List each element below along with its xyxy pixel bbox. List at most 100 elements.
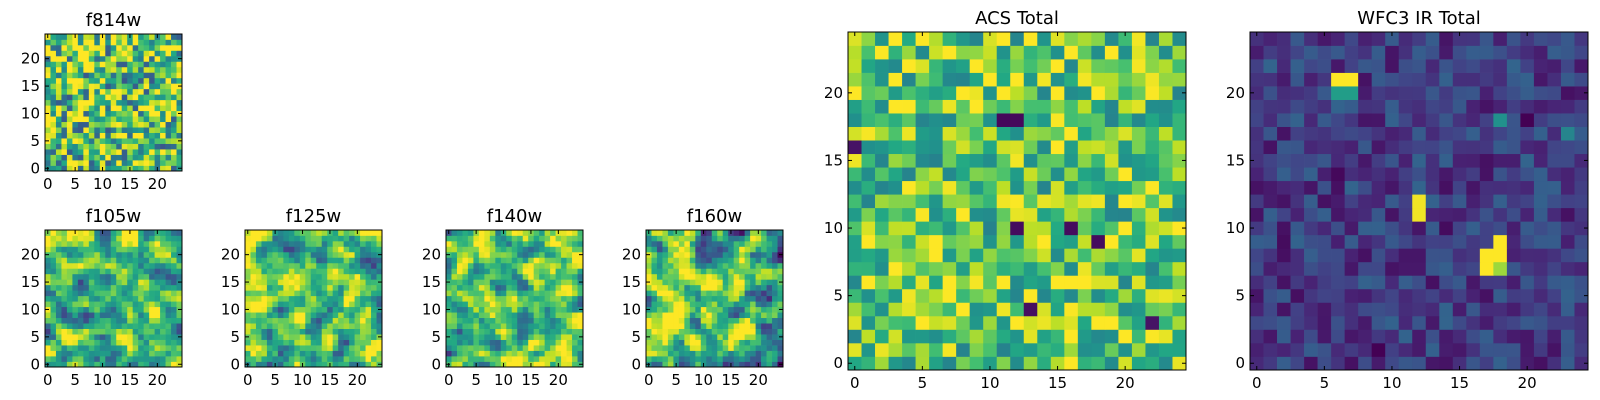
heatmap-cell bbox=[165, 165, 172, 172]
heatmap-cell bbox=[689, 350, 696, 357]
heatmap-cell bbox=[132, 257, 139, 264]
heatmap-cell bbox=[138, 77, 144, 84]
heatmap-cell bbox=[1131, 99, 1146, 114]
heatmap-cell bbox=[1077, 153, 1092, 168]
heatmap-cell bbox=[83, 334, 90, 340]
heatmap-cell bbox=[744, 361, 751, 368]
heatmap-cell bbox=[761, 323, 767, 329]
heatmap-cell bbox=[165, 50, 172, 57]
heatmap-cell bbox=[127, 323, 134, 329]
heatmap-cell bbox=[848, 86, 862, 100]
heatmap-cell bbox=[176, 160, 183, 166]
heatmap-cell bbox=[1172, 302, 1187, 317]
heatmap-cell bbox=[176, 132, 183, 139]
heatmap-cell bbox=[1385, 153, 1400, 168]
heatmap-cell bbox=[1466, 261, 1481, 276]
heatmap-cell bbox=[116, 350, 123, 357]
heatmap-cell bbox=[561, 350, 567, 357]
heatmap-cell bbox=[1547, 126, 1562, 141]
heatmap-cell bbox=[94, 295, 101, 302]
heatmap-cell bbox=[969, 288, 984, 303]
heatmap-cell bbox=[1452, 315, 1467, 330]
heatmap-cell bbox=[310, 345, 317, 351]
heatmap-cell bbox=[1425, 194, 1440, 209]
heatmap-cell bbox=[94, 279, 101, 286]
heatmap-cell bbox=[689, 306, 696, 313]
heatmap-cell bbox=[566, 230, 573, 236]
heatmap-cell bbox=[478, 251, 485, 258]
heatmap-cell bbox=[522, 328, 529, 335]
heatmap-cell bbox=[983, 356, 998, 371]
heatmap-cell bbox=[983, 207, 998, 222]
heatmap-cell bbox=[451, 290, 458, 297]
heatmap-cell bbox=[1317, 288, 1332, 303]
heatmap-cell bbox=[462, 339, 469, 346]
heatmap-cell bbox=[160, 273, 166, 280]
heatmap-cell bbox=[1118, 45, 1133, 60]
heatmap-cell bbox=[343, 284, 350, 291]
heatmap-cell bbox=[1493, 302, 1508, 317]
heatmap-cell bbox=[744, 334, 751, 340]
heatmap-cell bbox=[261, 268, 268, 275]
heatmap-cell bbox=[83, 262, 90, 269]
heatmap-cell bbox=[1118, 99, 1133, 114]
heatmap-cell bbox=[478, 334, 485, 340]
heatmap-cell bbox=[165, 268, 172, 275]
heatmap-cell bbox=[66, 279, 73, 286]
heatmap-cell bbox=[255, 240, 262, 247]
heatmap-cell bbox=[149, 55, 155, 62]
heatmap-cell bbox=[500, 301, 507, 308]
heatmap-cell bbox=[99, 110, 106, 117]
heatmap-cell bbox=[1331, 167, 1345, 182]
heatmap-cell bbox=[149, 110, 155, 117]
heatmap-cell bbox=[996, 288, 1011, 303]
heatmap-cell bbox=[888, 234, 903, 249]
heatmap-cell bbox=[1425, 180, 1440, 195]
heatmap-cell bbox=[888, 126, 903, 141]
heatmap-cell bbox=[305, 290, 312, 297]
heatmap-cell bbox=[555, 257, 562, 264]
heatmap-cell bbox=[1064, 261, 1079, 276]
heatmap-cell bbox=[299, 301, 306, 308]
heatmap-cell bbox=[561, 301, 567, 308]
heatmap-cell bbox=[996, 302, 1011, 317]
heatmap-cell bbox=[143, 83, 150, 90]
heatmap-cell bbox=[105, 312, 112, 319]
heatmap-cell bbox=[667, 301, 674, 308]
heatmap-cell bbox=[110, 235, 117, 242]
heatmap-cell bbox=[261, 356, 268, 362]
heatmap-cell bbox=[1277, 167, 1291, 182]
heatmap-cell bbox=[176, 127, 183, 133]
heatmap-cell bbox=[473, 246, 480, 253]
heatmap-cell bbox=[706, 273, 713, 280]
heatmap-cell bbox=[283, 356, 290, 362]
heatmap-cell bbox=[662, 295, 669, 302]
heatmap-cell bbox=[772, 240, 778, 247]
heatmap-cell bbox=[478, 230, 485, 236]
heatmap-cell bbox=[77, 235, 84, 242]
heatmap-cell bbox=[915, 113, 930, 127]
heatmap-cell bbox=[171, 235, 177, 242]
heatmap-cell bbox=[1064, 356, 1079, 371]
heatmap-cell bbox=[706, 262, 713, 269]
heatmap-cell bbox=[321, 268, 328, 275]
heatmap-cell bbox=[55, 165, 62, 172]
heatmap-cell bbox=[61, 61, 68, 68]
heatmap-cell bbox=[1493, 180, 1508, 195]
heatmap-cell bbox=[511, 235, 518, 242]
heatmap-cell bbox=[110, 323, 117, 329]
heatmap-cell bbox=[462, 295, 469, 302]
heatmap-cell bbox=[45, 44, 51, 51]
heatmap-cell bbox=[1344, 72, 1359, 87]
heatmap-cell bbox=[662, 356, 669, 362]
heatmap-cell bbox=[467, 356, 474, 362]
heatmap-cell bbox=[332, 290, 339, 297]
heatmap-cell bbox=[733, 273, 740, 280]
heatmap-cell bbox=[1466, 356, 1481, 371]
heatmap-cell bbox=[528, 240, 535, 247]
heatmap-cell bbox=[761, 251, 767, 258]
heatmap-cell bbox=[942, 221, 957, 236]
heatmap-cell bbox=[1385, 126, 1400, 141]
heatmap-cell bbox=[700, 350, 707, 357]
heatmap-cell bbox=[473, 279, 480, 286]
